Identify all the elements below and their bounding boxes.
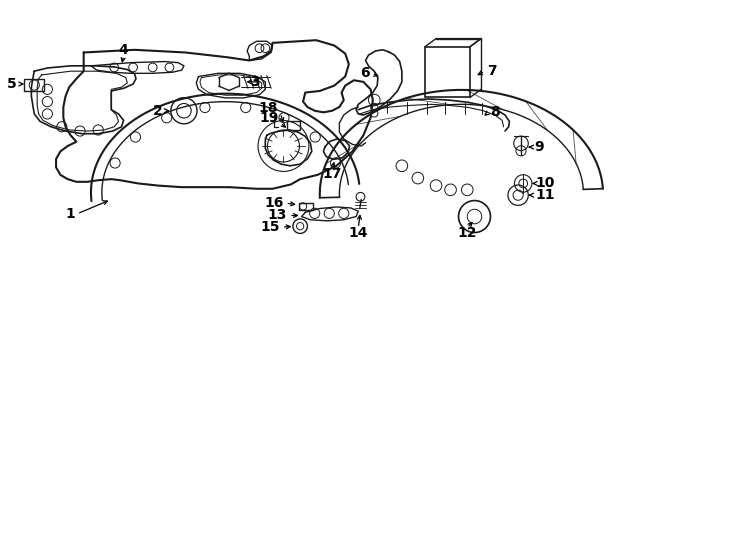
Text: 19: 19 [259,111,278,125]
Bar [425,46,470,97]
Text: 6: 6 [360,66,370,80]
Text: 18: 18 [259,101,278,115]
Bar [287,122,300,130]
Text: 4: 4 [119,43,128,57]
Text: 2: 2 [153,104,162,118]
Text: 11: 11 [536,188,555,202]
Text: 1: 1 [65,207,75,221]
Text: 7: 7 [487,64,496,78]
Text: 5: 5 [7,77,17,91]
Text: 13: 13 [268,208,287,222]
Text: 14: 14 [349,226,368,240]
Text: 8: 8 [490,105,501,119]
Text: 3: 3 [250,75,260,89]
Text: 12: 12 [457,226,477,240]
Text: 10: 10 [536,177,555,191]
Text: 15: 15 [261,220,280,234]
Bar [299,202,313,210]
Bar [24,79,45,91]
Text: 9: 9 [534,140,544,154]
Text: 17: 17 [322,167,342,181]
Text: 16: 16 [264,196,283,210]
